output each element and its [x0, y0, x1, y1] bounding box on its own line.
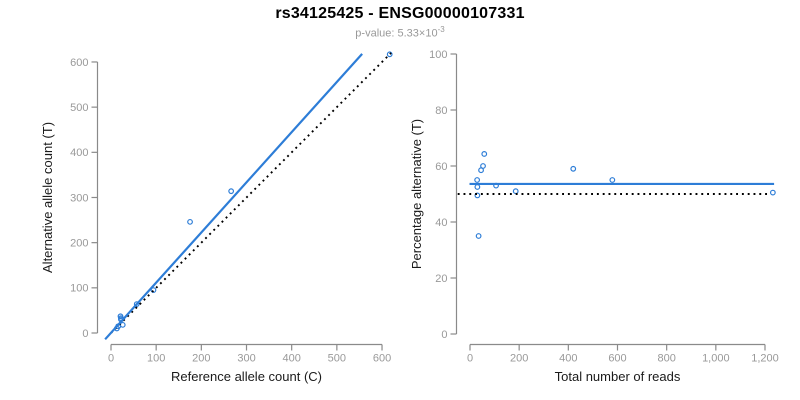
x-tick-label: 200: [192, 353, 210, 365]
data-point: [150, 287, 157, 293]
fit-line: [104, 53, 363, 341]
x-tick-label: 0: [467, 353, 473, 365]
percentage-scatter-plot: 0 200 400 600 800 1,000 1,200 0 20 40 60 80 100 Total…: [409, 49, 779, 384]
y-tick-label: 60: [435, 161, 447, 173]
pvalue-subtitle: p-value: 5.33×10-3: [0, 25, 800, 40]
data-point: [769, 189, 776, 196]
data-point: [570, 165, 577, 172]
data-point: [475, 233, 482, 239]
x-tick-label: 300: [237, 353, 255, 365]
data-point: [228, 188, 235, 195]
y-axis-label: Alternative allele count (T): [40, 122, 55, 273]
data-point: [386, 51, 393, 58]
x-axis-label: Total number of reads: [555, 369, 681, 384]
y-tick-label: 600: [70, 57, 88, 69]
x-tick-label: 100: [147, 353, 165, 365]
y-tick-label: 100: [429, 49, 447, 61]
y-tick-label: 0: [82, 328, 88, 340]
allele-count-scatter-plot: 0 100 200 300 400 500 600 0 100 200 300 400 500 600 Re…: [40, 51, 393, 384]
data-point: [119, 321, 126, 328]
y-tick-label: 200: [70, 237, 88, 249]
y-tick-label: 400: [70, 147, 88, 159]
y-tick-label: 80: [435, 105, 447, 117]
data-point: [474, 192, 481, 199]
x-tick-label: 200: [510, 353, 528, 365]
pvalue-exponent: -3: [437, 25, 445, 34]
data-point: [480, 163, 486, 169]
data-point: [609, 177, 616, 183]
pvalue-text: p-value: 5.33×10: [355, 27, 438, 40]
data-point: [187, 218, 193, 225]
data-point: [481, 151, 488, 157]
y-axis-label: Percentage alternative (T): [409, 119, 424, 269]
data-point: [474, 184, 481, 190]
y-tick-label: 40: [435, 217, 447, 229]
page-title: rs34125425 - ENSG00000107331: [275, 5, 525, 22]
x-tick-label: 500: [328, 353, 346, 365]
y-tick-label: 100: [70, 283, 88, 295]
x-tick-label: 800: [657, 353, 675, 365]
y-tick-label: 20: [435, 273, 447, 285]
x-tick-label: 400: [559, 353, 577, 365]
y-tick-label: 0: [441, 329, 447, 341]
x-axis-label: Reference allele count (C): [171, 369, 322, 384]
data-point: [474, 177, 481, 183]
y-tick-label: 300: [70, 192, 88, 204]
data-point: [133, 301, 140, 307]
x-tick-label: 0: [108, 353, 114, 365]
x-tick-label: 1,000: [702, 353, 730, 365]
x-tick-label: 1,200: [751, 353, 779, 365]
x-tick-label: 400: [283, 353, 301, 365]
data-point: [512, 188, 519, 195]
identity-line: [110, 52, 392, 334]
x-tick-label: 600: [608, 353, 626, 365]
y-tick-label: 500: [70, 102, 88, 114]
x-tick-label: 600: [373, 353, 391, 365]
